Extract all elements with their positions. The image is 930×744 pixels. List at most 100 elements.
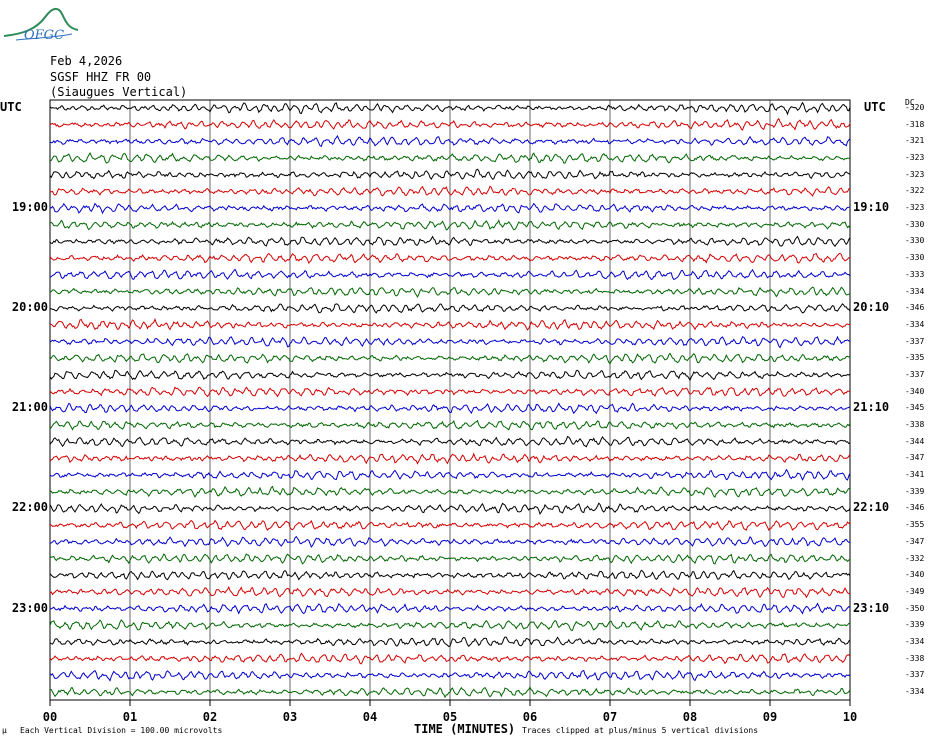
seismic-trace [49,318,851,331]
seismic-trace [49,685,851,699]
seismic-trace [49,652,851,665]
dc-offset-label: -337 [905,336,925,346]
dc-offset-label: -340 [905,386,925,396]
seismic-trace [49,219,851,231]
seismic-trace [49,485,851,498]
dc-offset-label: -345 [905,403,925,413]
seismic-trace [49,185,851,197]
seismic-trace [49,402,851,415]
dc-offset-label: -333 [905,269,925,279]
footer-scale-note: Each Vertical Division = 100.00 microvol… [20,726,223,735]
dc-offset-label: -346 [905,503,925,513]
dc-offset-label: -355 [905,520,925,530]
seismic-trace [49,386,851,398]
right-time-label: 19:10 [853,200,890,215]
dc-offset-label: -340 [905,570,925,580]
logo-mountain-icon [3,8,79,41]
seismic-trace [49,435,851,448]
left-time-label: 21:00 [11,400,48,415]
dc-offset-label: -347 [905,453,925,463]
dc-offset-label: -322 [905,186,925,196]
x-tick-label: 03 [282,710,298,724]
dc-offset-label: -334 [905,286,925,296]
dc-label: DC [905,98,915,107]
station-label: SGSF HHZ FR 00 [50,70,152,84]
dc-offset-label: -320 [905,103,925,112]
dc-offset-label: -339 [905,486,925,496]
dc-offset-label: -323 [905,203,925,213]
dc-offset-label: -337 [905,369,925,379]
seismic-trace [49,519,851,532]
seismic-trace [49,268,851,281]
right-time-label: 21:10 [853,400,890,415]
dc-offset-label: -337 [905,670,925,680]
dc-offset-label: -330 [905,236,925,246]
seismic-trace [49,117,851,131]
x-tick-label: 01 [122,710,138,724]
dc-offset-label: -321 [905,136,925,146]
seismic-trace [49,369,851,382]
x-tick-label: 06 [522,710,538,724]
right-time-label: 22:10 [853,500,890,515]
dc-offset-label: -338 [905,653,925,663]
dc-offset-label: -323 [905,169,925,179]
seismic-trace [49,252,850,264]
seismic-trace [49,569,851,581]
seismic-trace [49,553,851,565]
seismic-trace [49,419,851,431]
dc-offset-label: -334 [905,636,925,646]
seismic-trace [50,286,851,299]
seismic-trace [49,502,851,516]
right-time-label: 23:10 [853,600,890,615]
x-tick-label: 09 [762,710,778,724]
utc-left-label: UTC [0,100,22,114]
footer-clip-note: Traces clipped at plus/minus 5 vertical … [522,726,759,735]
dc-offset-label: -323 [905,153,925,163]
logo-text: OFGC [24,28,65,43]
date-label: Feb 4,2026 [50,54,123,68]
right-time-label: 20:10 [853,300,890,315]
seismic-trace [49,303,851,314]
seismic-trace [49,535,851,548]
left-time-label: 20:00 [11,300,48,315]
x-tick-label: 07 [602,710,618,724]
seismic-trace [49,352,851,365]
left-time-label: 23:00 [11,600,48,615]
dc-offset-label: -334 [905,319,925,329]
utc-right-label: UTC [864,100,886,114]
dc-offset-label: -339 [905,620,925,630]
seismic-trace [49,452,851,465]
dc-offset-label: -338 [905,420,925,430]
x-axis-title: TIME (MINUTES) [414,722,516,736]
footer-mark: μ [2,726,7,735]
x-tick-label: 05 [442,710,458,724]
x-tick-label: 00 [42,710,58,724]
seismic-trace [49,152,851,164]
seismic-trace [49,235,851,248]
dc-offset-label: -318 [905,119,925,129]
seismic-trace [49,202,851,215]
seismic-trace [49,101,851,116]
seismic-trace [49,670,851,682]
seismic-trace [49,134,851,148]
dc-offset-label: -347 [905,536,925,546]
dc-offset-label: -332 [905,553,925,563]
x-tick-label: 08 [682,710,698,724]
dc-offset-label: -334 [905,687,925,696]
dc-offset-label: -344 [905,436,925,446]
dc-offset-label: -330 [905,219,925,229]
location-label: (Siaugues Vertical) [50,85,188,99]
dc-offset-label: -335 [905,353,925,363]
x-tick-label: 02 [202,710,218,724]
dc-offset-label: -330 [905,253,925,263]
x-tick-label: 10 [842,710,858,724]
x-tick-label: 04 [362,710,378,724]
seismic-trace [49,168,851,180]
seismic-trace [49,602,851,615]
seismic-trace [49,636,851,648]
seismic-trace [49,468,851,481]
seismic-trace [49,335,851,349]
dc-offset-label: -350 [905,603,925,613]
dc-offset-label: -346 [905,303,925,313]
